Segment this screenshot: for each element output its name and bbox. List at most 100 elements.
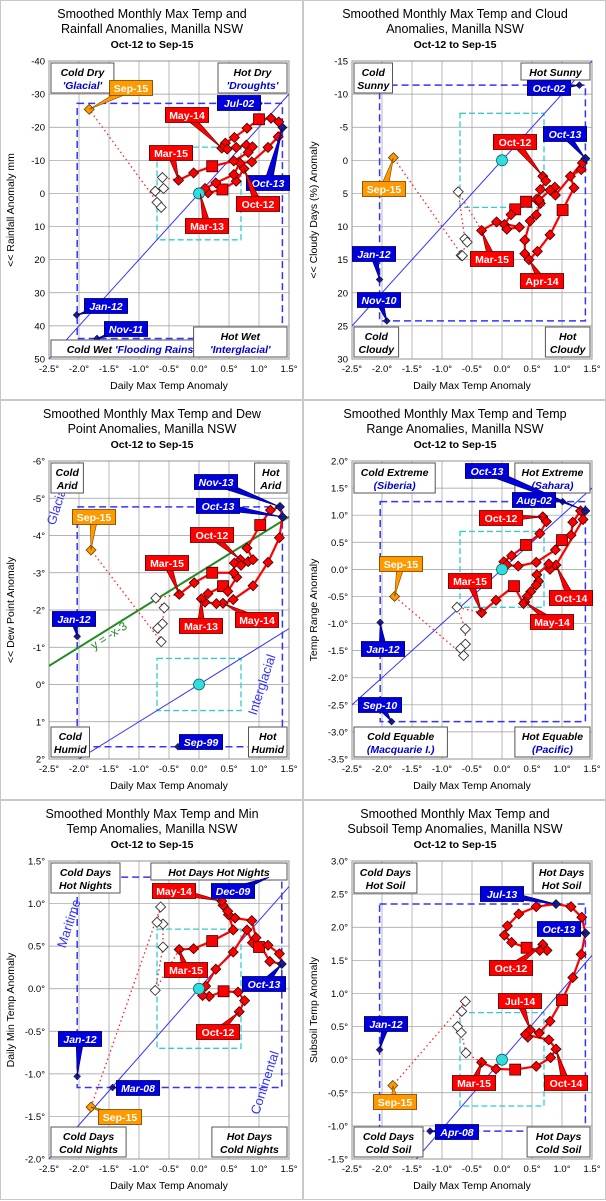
y-tick-label: 20 — [34, 255, 45, 266]
x-tick-label: -0.5° — [159, 764, 179, 775]
red-diamond-point — [188, 577, 200, 589]
red-square-point — [216, 183, 229, 196]
chart-title-line: Smoothed Monthly Max Temp and Min — [45, 807, 258, 821]
x-tick-label: 0.0° — [493, 364, 510, 375]
callout-box — [536, 921, 581, 937]
y-tick-label: -10 — [334, 90, 348, 101]
x-tick-label: 1.5° — [280, 364, 297, 375]
callout-label: Mar-15 — [163, 949, 208, 978]
red-diamond-point — [530, 209, 542, 221]
quadrant-text-line: Sunny — [357, 80, 390, 92]
red-square-point — [509, 1063, 522, 1076]
red-diamond-point — [530, 556, 542, 568]
callout-label: May-14 — [222, 603, 279, 628]
quadrant-text-line: 'Glacial' — [63, 80, 103, 92]
quadrant-text-segment: Hot — [259, 731, 277, 743]
x-tick-label: 0.0° — [190, 764, 207, 775]
red-diamond-point — [491, 216, 503, 228]
red-diamond-point — [544, 184, 556, 196]
quadrant-text-segment: Cold Dry — [61, 67, 106, 79]
white-diamond-point — [149, 984, 161, 997]
quadrant-text-line: Cold Days — [363, 1131, 415, 1143]
red-square-point — [217, 985, 230, 998]
extremes-box — [379, 500, 587, 723]
y-tick-label: 0.5° — [331, 1022, 348, 1033]
chart-title-line: Smoothed Monthly Max Temp and Cloud — [342, 7, 568, 21]
quadrant-text-line: Hot — [262, 467, 280, 479]
quadrant-text-segment: Cloudy — [550, 344, 587, 356]
callout-text: Jul-14 — [505, 996, 536, 1008]
red-diamond-point — [519, 234, 531, 246]
quadrant-text-line: (Pacific) — [532, 744, 573, 756]
red-diamond-point — [242, 146, 254, 158]
x-tick-label: -1.0° — [129, 364, 149, 375]
red-square-point — [206, 566, 219, 579]
red-square-point — [206, 935, 219, 947]
callout-box — [542, 126, 587, 142]
callout-text: Sep-15 — [384, 559, 419, 571]
red-diamond-point — [501, 920, 513, 932]
quadrant-box — [353, 862, 418, 894]
callout-box — [109, 80, 154, 96]
callout-label: Mar-15 — [451, 1062, 496, 1091]
callout-box — [148, 145, 193, 161]
red-diamond-point — [210, 177, 222, 189]
callout-text: Mar-15 — [453, 576, 487, 588]
quadrant-text-segment: Hot Days — [539, 867, 585, 879]
normal-range-box — [459, 1011, 545, 1107]
red-diamond-point — [228, 567, 240, 579]
quadrant-label-tl: Cold Extreme(Siberia) — [353, 462, 436, 494]
red-square-point — [520, 941, 533, 954]
x-tick-label: 1.5° — [583, 364, 600, 375]
callout-label: Sep-15 — [373, 1085, 418, 1110]
y-tick-label: 3.0° — [331, 857, 348, 868]
callout-text: Mar-15 — [457, 1078, 491, 1090]
x-axis-label: Daily Max Temp Anomaly — [110, 380, 228, 392]
y-tick-label: 2.0° — [331, 923, 348, 934]
red-diamond-point — [549, 544, 561, 556]
red-square-point — [508, 580, 520, 593]
callout-text: Nov-13 — [198, 477, 233, 489]
callout-box — [235, 196, 280, 212]
callout-label: Sep-15 — [90, 1106, 143, 1125]
callout-text: Jul-02 — [224, 98, 255, 110]
quadrant-text-segment: Hot — [559, 331, 577, 343]
red-diamond-point — [540, 516, 552, 528]
red-diamond-point — [273, 948, 285, 960]
y-tick-label: 2.0° — [331, 457, 348, 468]
y-tick-label: 2° — [36, 755, 45, 766]
red-diamond-point — [505, 209, 517, 221]
y-axis-label: << Rainfall Anomaly mm — [5, 153, 17, 267]
chart-subtitle: Oct-12 to Sep-15 — [414, 439, 497, 451]
callout-box — [72, 509, 117, 525]
red-square-point — [556, 994, 568, 1006]
y-tick-label: -3.0° — [328, 727, 348, 738]
callout-box — [469, 251, 514, 267]
quadrant-text-segment: Humid — [251, 744, 284, 756]
y-tick-label: 30 — [337, 355, 348, 366]
white-diamond-point — [459, 623, 472, 635]
red-diamond-point — [513, 221, 525, 233]
callout-text: Oct-13 — [202, 501, 235, 513]
y-tick-label: 1.0° — [331, 511, 348, 522]
x-tick-label: -2.0° — [372, 1164, 392, 1175]
quadrant-text-line: Hot Days — [539, 867, 585, 879]
red-square-point — [556, 204, 569, 216]
y-axis-label: << Dew Point Anomaly — [5, 556, 17, 663]
callout-box — [543, 1075, 588, 1091]
callout-label: Oct-13 — [536, 921, 586, 937]
callout-text: Oct-12 — [485, 513, 518, 525]
callout-box — [379, 556, 424, 572]
callout-label: May-14 — [164, 107, 223, 149]
chart-min-temp: Smoothed Monthly Max Temp and Min Temp An… — [0, 800, 303, 1200]
callout-box — [210, 883, 255, 899]
callout-label: Oct-12 — [235, 168, 280, 212]
red-diamond-point — [222, 585, 234, 597]
quadrant-label-tr: Hot Sunny — [520, 62, 591, 81]
quadrant-text-line: Cold — [56, 467, 80, 479]
chart-title-line: Anomalies, Manilla NSW — [386, 22, 524, 36]
quadrant-text-segment: Hot Equable — [522, 731, 583, 743]
